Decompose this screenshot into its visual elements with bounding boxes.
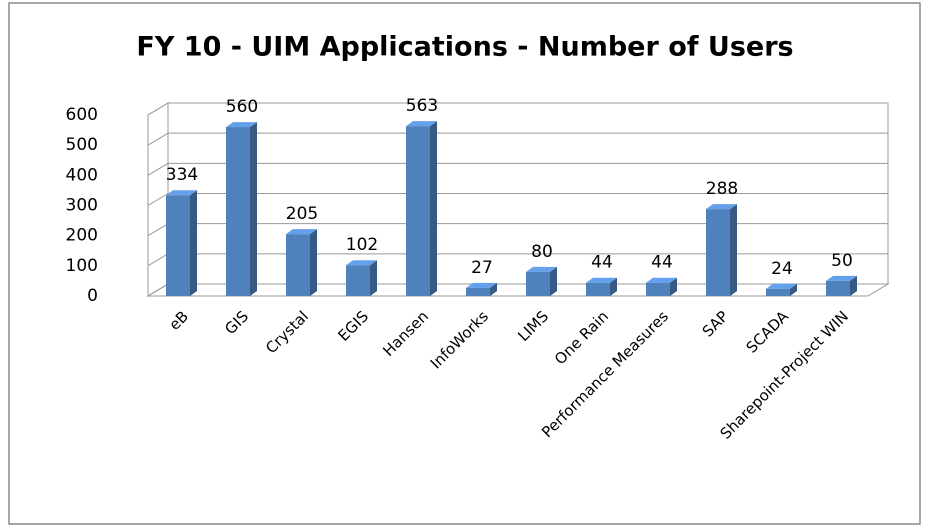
bar-top [766,283,797,289]
bar-side [310,229,317,296]
side-grid-line [147,283,169,297]
bar-front [526,271,550,296]
bar-top [586,277,617,283]
bar-front [766,288,790,296]
y-tick-label: 200 [66,226,98,246]
chart-border [8,2,921,525]
bar [826,275,857,296]
bar-side [430,121,437,296]
bar [406,121,437,296]
bar-front [346,265,370,296]
bar [526,266,557,296]
bar-top [706,204,737,210]
bar [346,260,377,296]
bar-side [670,277,677,296]
bar-side [190,190,197,296]
y-tick-label: 400 [66,165,98,185]
bar-side [250,122,257,296]
side-grid-line [147,102,169,116]
bar [586,277,617,296]
bar-front [466,287,490,296]
bar [466,282,497,296]
bar [706,204,737,296]
bar [646,277,677,296]
bar-front [166,195,190,296]
value-label: 288 [706,179,738,199]
y-tick-label: 100 [66,256,98,276]
bar-top [826,275,857,281]
side-grid-line [147,132,169,146]
value-label: 50 [831,251,853,271]
bar-front [406,126,430,296]
value-label: 334 [166,165,198,185]
y-tick-label: 300 [66,196,98,216]
value-label: 560 [226,97,258,117]
bar-top [286,229,317,235]
y-tick-label: 600 [66,105,98,125]
bar-front [226,127,250,296]
chart-title: FY 10 - UIM Applications - Number of Use… [136,32,793,63]
value-label: 80 [531,242,553,262]
bar-front [286,234,310,296]
value-label: 102 [346,235,378,255]
bar [166,190,197,296]
bar [286,229,317,296]
bar-side [850,275,857,296]
value-label: 24 [771,259,793,279]
value-label: 563 [406,96,438,116]
bar [766,283,797,296]
bar-front [706,209,730,296]
bar-top [466,282,497,288]
bar-side [490,282,497,296]
side-grid-line [147,223,169,237]
side-grid-line [147,193,169,206]
bar-top [226,122,257,128]
y-tick-label: 0 [87,286,98,306]
bar-front [646,282,670,296]
value-label: 44 [591,253,613,273]
bar-side [610,277,617,296]
bar-side [370,260,377,296]
bar-top [526,266,557,272]
value-label: 44 [651,253,673,273]
bar-side [730,204,737,296]
bar [226,122,257,296]
y-tick-label: 500 [66,135,98,155]
value-label: 27 [471,258,493,278]
bar-top [646,277,677,283]
side-grid-line [147,253,169,267]
bar-front [586,282,610,296]
bar-side [550,266,557,296]
bar-top [406,121,437,127]
bar-side [790,283,797,296]
bar-top [346,260,377,266]
bar-top [166,190,197,196]
bar-front [826,280,850,296]
value-label: 205 [286,204,318,224]
side-grid-line [147,162,169,176]
